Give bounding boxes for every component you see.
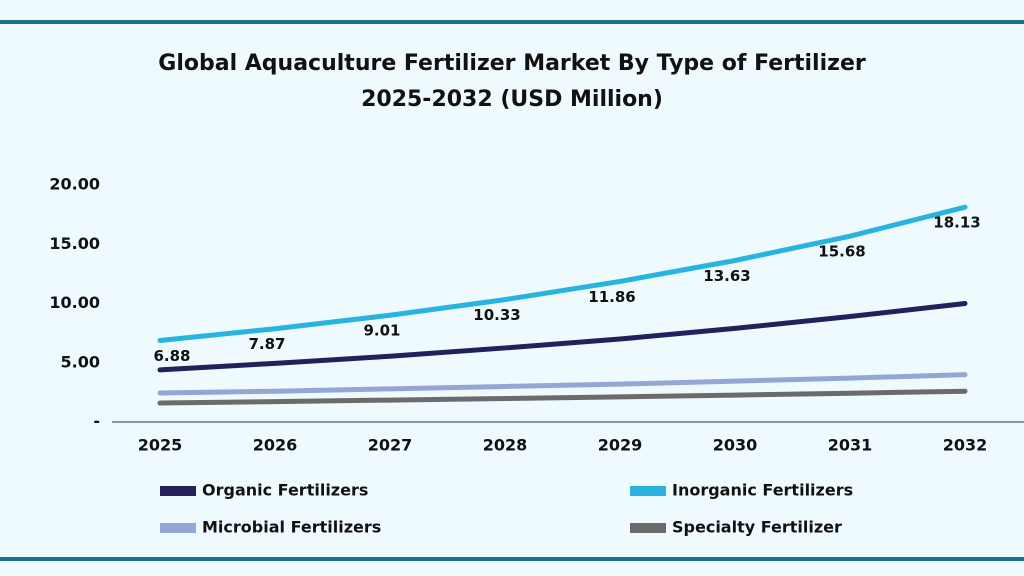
series-line [157, 301, 968, 373]
data-label: 9.01 [363, 322, 400, 340]
x-tick-label: 2030 [713, 436, 758, 455]
x-tick-label: 2032 [943, 436, 988, 455]
legend-label: Microbial Fertilizers [202, 518, 381, 537]
legend-swatch [160, 486, 196, 496]
series-line [157, 372, 968, 396]
bottom-border [0, 557, 1024, 561]
y-tick-label: 10.00 [49, 293, 100, 312]
series-line [157, 388, 968, 406]
y-tick-label: 20.00 [49, 175, 100, 194]
legend-swatch [630, 523, 666, 533]
top-border [0, 20, 1024, 24]
y-tick-label: 15.00 [49, 234, 100, 253]
x-tick-label: 2025 [138, 436, 183, 455]
chart-title: Global Aquaculture Fertilizer Market By … [158, 51, 866, 76]
legend-swatch [630, 486, 666, 496]
data-label: 13.63 [703, 267, 750, 285]
data-label: 7.87 [248, 335, 285, 353]
data-label: 10.33 [473, 306, 520, 324]
data-label: 6.88 [153, 347, 190, 365]
legend-label: Organic Fertilizers [202, 481, 368, 500]
series-line [157, 204, 968, 343]
legend-label: Inorganic Fertilizers [672, 481, 853, 500]
x-tick-label: 2027 [368, 436, 413, 455]
legend-label: Specialty Fertilizer [672, 518, 842, 537]
legend-swatch [160, 523, 196, 533]
x-tick-label: 2029 [598, 436, 643, 455]
data-label: 15.68 [818, 243, 865, 261]
chart-title: 2025-2032 (USD Million) [361, 87, 663, 112]
y-tick-label: - [93, 412, 100, 431]
data-label: 18.13 [933, 214, 980, 232]
x-tick-label: 2028 [483, 436, 528, 455]
y-tick-label: 5.00 [61, 352, 100, 371]
x-tick-label: 2026 [253, 436, 298, 455]
data-label: 11.86 [588, 288, 635, 306]
x-tick-label: 2031 [828, 436, 873, 455]
